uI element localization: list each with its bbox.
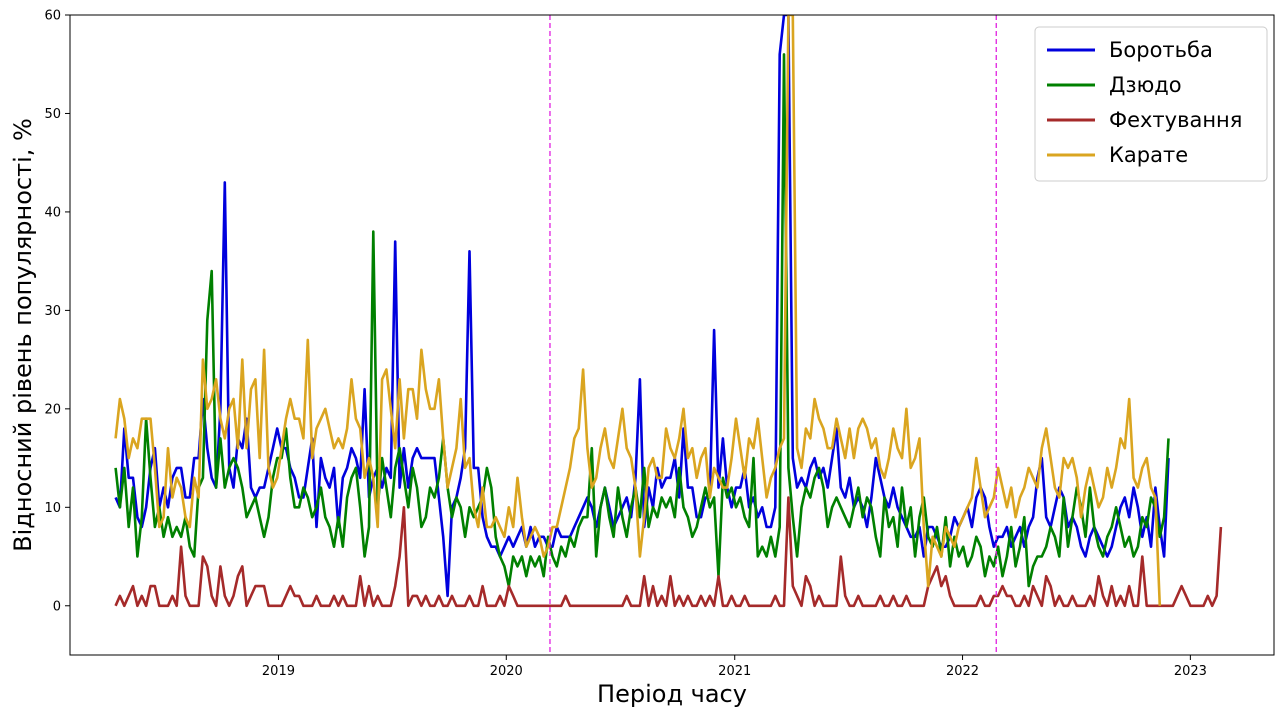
- y-tick-label: 20: [44, 402, 61, 417]
- x-axis-title: Період часу: [597, 680, 747, 708]
- x-tick-label: 2020: [490, 664, 523, 679]
- event-lines: [549, 15, 997, 655]
- series-line-4: [114, 15, 1162, 606]
- legend: Боротьба Дзюдо Фехтування Карате: [1034, 26, 1268, 182]
- y-tick-label: 60: [44, 9, 61, 24]
- y-axis-title: Відносний рівень популярності, %: [9, 118, 37, 552]
- y-tick-label: 30: [44, 304, 61, 319]
- plot-lines: [114, 15, 1223, 608]
- y-tick-label: 0: [53, 599, 61, 614]
- legend-label: Карате: [1109, 143, 1188, 167]
- x-tick-label: 2023: [1174, 664, 1207, 679]
- legend-label: Фехтування: [1109, 108, 1242, 132]
- y-tick-label: 50: [44, 107, 61, 122]
- series-line-3: [114, 496, 1223, 608]
- legend-label: Дзюдо: [1109, 73, 1182, 97]
- x-tick-label: 2022: [946, 664, 979, 679]
- series-line-2: [114, 53, 1170, 588]
- plot-frame: [69, 14, 1275, 656]
- y-tick-label: 10: [44, 501, 61, 516]
- y-axis-ticks: 0 10 20 30 40 50 60: [44, 9, 70, 614]
- legend-box: [1034, 26, 1268, 182]
- series-line-1: [114, 15, 1170, 598]
- x-tick-label: 2021: [718, 664, 751, 679]
- x-axis-ticks: 2019 2020 2021 2022 2023: [262, 655, 1207, 679]
- legend-label: Боротьба: [1109, 38, 1213, 62]
- y-tick-label: 40: [44, 205, 61, 220]
- x-tick-label: 2019: [262, 664, 295, 679]
